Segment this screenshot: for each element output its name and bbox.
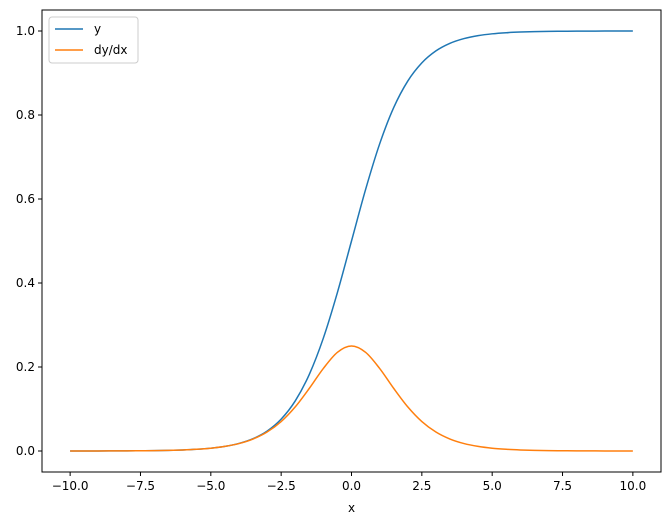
x-tick-label: −10.0 xyxy=(52,479,89,493)
x-tick-label: −5.0 xyxy=(196,479,225,493)
y-tick-label: 0.0 xyxy=(16,444,35,458)
legend-label-dydx: dy/dx xyxy=(94,43,127,57)
x-tick-label: −7.5 xyxy=(126,479,155,493)
y-tick-label: 1.0 xyxy=(16,24,35,38)
legend-label-y: y xyxy=(94,22,101,36)
x-axis-label: x xyxy=(348,501,355,515)
series-line-y xyxy=(70,30,633,452)
series-line-dydx xyxy=(70,345,633,452)
legend: y dy/dx xyxy=(48,16,139,64)
y-tick-label: 0.4 xyxy=(16,276,35,290)
y-tick-label: 0.6 xyxy=(16,192,35,206)
x-tick-label: 10.0 xyxy=(620,479,647,493)
y-tick-label: 0.8 xyxy=(16,108,35,122)
x-tick-label: 7.5 xyxy=(553,479,572,493)
x-tick-label: −2.5 xyxy=(267,479,296,493)
y-axis: 0.0 0.2 0.4 0.6 0.8 1.0 xyxy=(16,24,42,458)
x-axis: −10.0 −7.5 −5.0 −2.5 0.0 2.5 5.0 7.5 10.0 xyxy=(52,472,646,493)
x-tick-label: 5.0 xyxy=(483,479,502,493)
y-tick-label: 0.2 xyxy=(16,360,35,374)
x-tick-label: 2.5 xyxy=(412,479,431,493)
series-lines xyxy=(70,30,633,452)
x-tick-label: 0.0 xyxy=(342,479,361,493)
